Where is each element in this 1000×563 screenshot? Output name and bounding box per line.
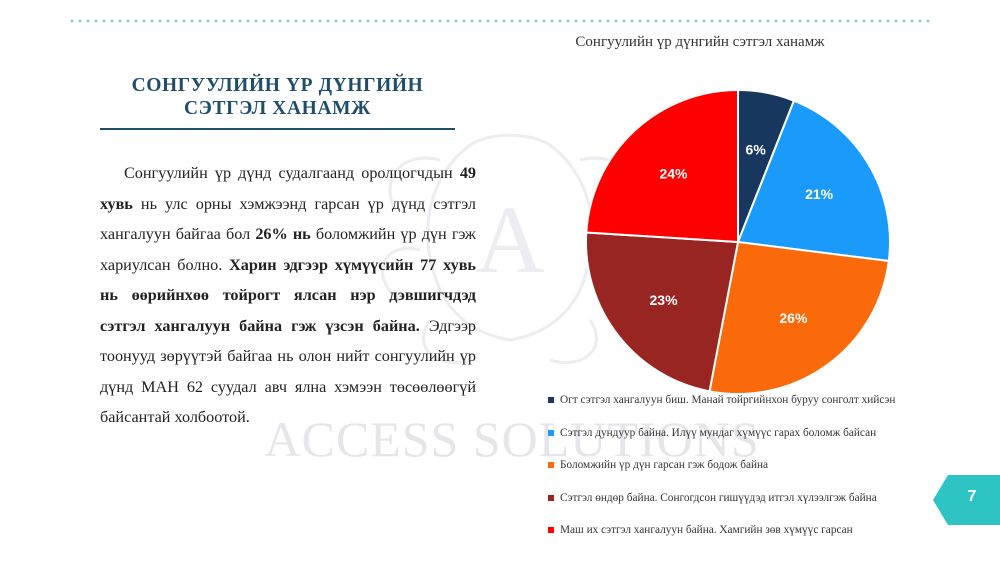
pie-slice-4	[585, 231, 740, 393]
slide-title: СОНГУУЛИЙН ҮР ДҮНГИЙН СЭТГЭЛ ХАНАМЖ	[131, 75, 424, 119]
body-bold-run: 26% нь	[255, 225, 311, 243]
legend-label: Сэтгэл өндөр байна. Сонгогдсон гишүүдэд …	[560, 491, 877, 504]
legend-label: Боломжийн үр дүн гарсан гэж бодож байна	[560, 459, 769, 471]
legend-label: Огт сэтгэл хангалуун биш. Манай тойргийн…	[560, 394, 896, 406]
watermark-monogram: A	[475, 186, 544, 293]
pie-slice-3	[708, 240, 890, 395]
pie-data-label-5: 24%	[659, 165, 688, 181]
body-text-run: боломжийн үр дүн гэж хариулсан болно.	[100, 225, 476, 274]
body-bold-run: Харин эдгээр хүмүүсийн 77 хувь нь өөрийн…	[100, 255, 476, 335]
pie-slice-5	[585, 88, 739, 244]
body-text-run: нь улс орны хэмжээнд гарсан үр дүнд сэтг…	[100, 194, 476, 244]
body-bold-run: 49 хувь	[100, 164, 476, 213]
legend-label: Сэтгэл дундуур байна. Илүү мундаг хүмүүс…	[560, 426, 877, 439]
legend-label: Маш их сэтгэл хангалуун байна. Хамгийн з…	[560, 524, 853, 536]
legend-item: Сэтгэл өндөр байна. Сонгогдсон гишүүдэд …	[548, 492, 877, 504]
page-number-badge	[933, 475, 1000, 525]
legend-swatch	[548, 527, 554, 533]
pie-data-label-2: 21%	[805, 186, 834, 202]
pie-data-label-3: 26%	[779, 310, 808, 326]
legend-item: Маш их сэтгэл хангалуун байна. Хамгийн з…	[548, 524, 853, 536]
legend-item: Огт сэтгэл хангалуун биш. Манай тойргийн…	[548, 394, 895, 406]
pie-chart: 6% 21% 26% 23% 24%	[585, 88, 891, 395]
legend-item: Боломжийн үр дүн гарсан гэж бодож байна	[548, 459, 768, 471]
legend-swatch	[548, 429, 554, 436]
body-text-run: Сонгуулийн үр дүнд судалгаанд оролцогчды…	[124, 164, 460, 182]
page-number: 7	[967, 488, 977, 505]
pie-slice-2	[736, 99, 891, 263]
pie-data-label-4: 23%	[650, 292, 679, 308]
legend-swatch	[548, 494, 554, 501]
body-paragraph: Сонгуулийн үр дүнд судалгаанд оролцогчды…	[100, 158, 476, 433]
chart-title: Сонгуулийн үр дүнгийн сэтгэл ханамж	[575, 34, 825, 50]
legend-swatch	[548, 397, 554, 403]
pie-data-label-1: 6%	[746, 141, 767, 157]
dotted-header-line	[68, 19, 930, 23]
page-badge-shape	[933, 475, 1000, 525]
legend-item: Сэтгэл дундуур байна. Илүү мундаг хүмүүс…	[548, 427, 876, 439]
legend-swatch	[548, 462, 554, 468]
body-text-run: Эдгээр тоонууд зөрүүтэй байгаа нь олон н…	[100, 316, 476, 427]
title-underline	[100, 128, 455, 130]
